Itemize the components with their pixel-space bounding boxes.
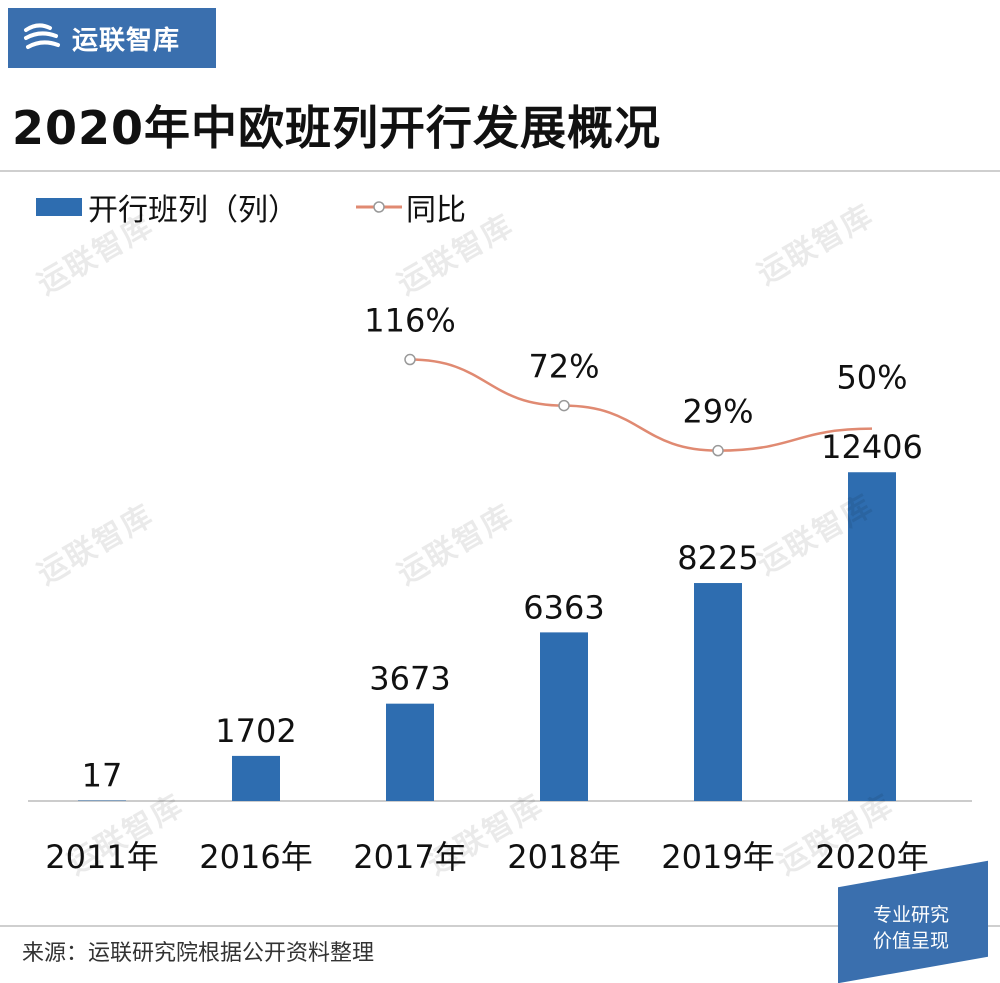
bar-value-label: 8225 — [677, 539, 758, 577]
x-tick-label: 2011年 — [45, 838, 158, 876]
bar — [232, 756, 280, 801]
bar-value-label: 1702 — [215, 712, 296, 750]
yoy-line — [410, 360, 872, 451]
bar-value-label: 3673 — [369, 660, 450, 698]
source-note: 来源：运联研究院根据公开资料整理 — [22, 935, 374, 967]
legend: 开行班列（列） 同比 — [36, 193, 466, 228]
bar — [386, 704, 434, 801]
bar-value-label: 6363 — [523, 588, 604, 626]
plot-area: 17 2011年 1702 2016年 3673 2017年 6363 2018年 8225 20… — [28, 302, 972, 876]
yoy-value-label: 116% — [364, 302, 455, 340]
corner-badge-text: 专业研究 价值呈现 — [848, 902, 974, 954]
yoy-point — [559, 401, 569, 411]
bar-value-label: 17 — [82, 757, 123, 795]
x-tick-label: 2020年 — [815, 838, 928, 876]
yoy-value-label: 50% — [836, 359, 907, 397]
x-tick-label: 2016年 — [199, 838, 312, 876]
legend-line-marker — [374, 202, 384, 212]
x-tick-label: 2018年 — [507, 838, 620, 876]
yoy-point — [713, 446, 723, 456]
legend-bar-swatch — [36, 198, 82, 216]
bar — [848, 472, 896, 801]
bar — [694, 583, 742, 801]
chart: 开行班列（列） 同比 17 2011年 1702 2016年 3673 2017年 6363… — [0, 0, 1000, 920]
corner-badge-line1: 专业研究 — [848, 902, 974, 928]
legend-bar-label: 开行班列（列） — [88, 193, 298, 228]
legend-line-label: 同比 — [406, 193, 466, 228]
yoy-point — [405, 355, 415, 365]
yoy-value-label: 29% — [682, 393, 753, 431]
x-tick-label: 2017年 — [353, 838, 466, 876]
yoy-value-label: 72% — [528, 348, 599, 386]
x-tick-label: 2019年 — [661, 838, 774, 876]
bar — [540, 632, 588, 801]
bar-value-label: 12406 — [821, 428, 923, 466]
corner-badge-line2: 价值呈现 — [848, 928, 974, 954]
